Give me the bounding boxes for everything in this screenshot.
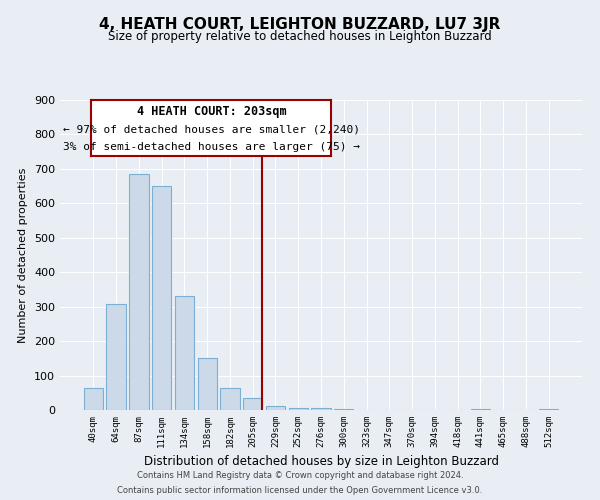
Bar bbox=[220, 388, 239, 410]
Text: Size of property relative to detached houses in Leighton Buzzard: Size of property relative to detached ho… bbox=[108, 30, 492, 43]
Bar bbox=[175, 296, 194, 410]
X-axis label: Distribution of detached houses by size in Leighton Buzzard: Distribution of detached houses by size … bbox=[143, 456, 499, 468]
Bar bbox=[289, 408, 308, 410]
Bar bbox=[197, 358, 217, 410]
Bar bbox=[129, 174, 149, 410]
Y-axis label: Number of detached properties: Number of detached properties bbox=[19, 168, 28, 342]
Text: Contains public sector information licensed under the Open Government Licence v3: Contains public sector information licen… bbox=[118, 486, 482, 495]
Bar bbox=[106, 304, 126, 410]
Text: 4, HEATH COURT, LEIGHTON BUZZARD, LU7 3JR: 4, HEATH COURT, LEIGHTON BUZZARD, LU7 3J… bbox=[100, 18, 500, 32]
Bar bbox=[84, 388, 103, 410]
Bar bbox=[152, 186, 172, 410]
Text: Contains HM Land Registry data © Crown copyright and database right 2024.: Contains HM Land Registry data © Crown c… bbox=[137, 471, 463, 480]
Bar bbox=[266, 406, 285, 410]
Bar bbox=[243, 398, 262, 410]
Bar bbox=[311, 408, 331, 410]
